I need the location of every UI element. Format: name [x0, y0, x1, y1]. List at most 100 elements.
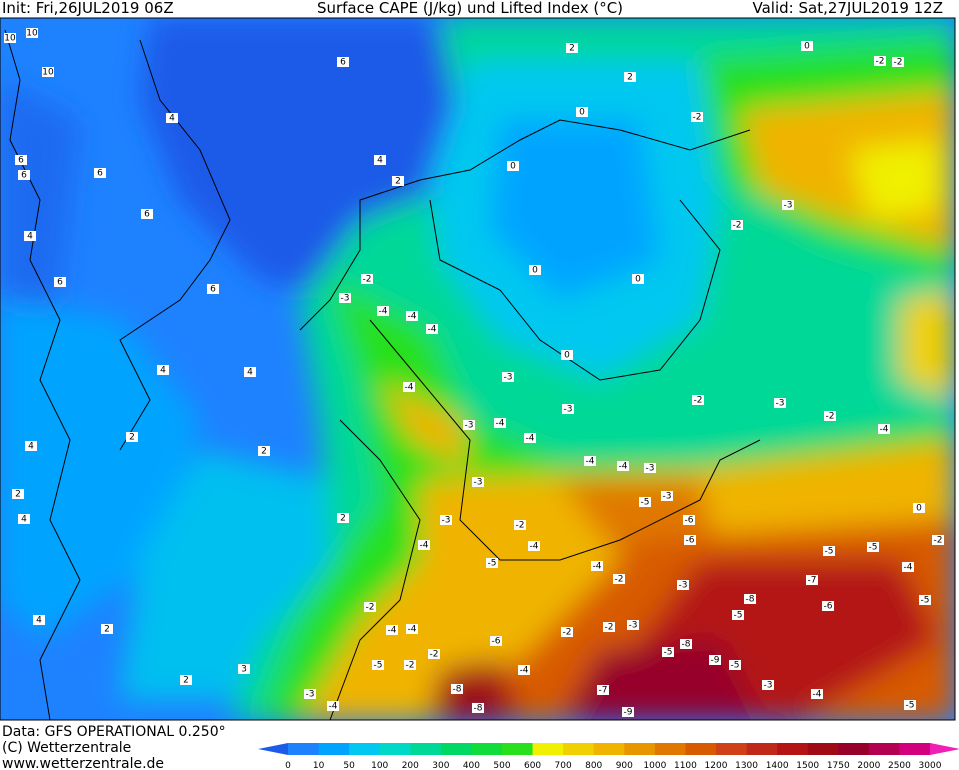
- contour-label-box: [463, 420, 475, 430]
- contour-label: -2: [615, 575, 624, 585]
- contour-label-box: [339, 293, 351, 303]
- contour-label-box: [377, 306, 389, 316]
- contour-label: 2: [183, 676, 189, 686]
- contour-label: 0: [635, 275, 641, 285]
- contour-label-box: [597, 685, 609, 695]
- contour-label-box: [406, 624, 418, 634]
- contour-label: 2: [627, 73, 633, 83]
- contour-label: 6: [340, 58, 346, 68]
- contour-label-box: [54, 277, 66, 287]
- contour-label-box: [258, 446, 270, 456]
- contour-label-box: [472, 703, 484, 713]
- colorbar-label: 2000: [857, 761, 880, 770]
- contour-label: -4: [813, 690, 822, 700]
- colorbar-cell: [685, 743, 717, 755]
- colorbar-label: 1750: [827, 761, 850, 770]
- contour-label-box: [709, 655, 721, 665]
- contour-label: -2: [733, 221, 742, 231]
- contour-label: 6: [144, 210, 150, 220]
- contour-label: -3: [646, 464, 655, 474]
- contour-label: -3: [663, 492, 672, 502]
- contour-label: 0: [532, 266, 538, 276]
- contour-label: -5: [906, 701, 915, 711]
- contour-label: -5: [664, 648, 673, 658]
- contour-label-box: [662, 647, 674, 657]
- contour-label: 10: [4, 34, 16, 44]
- colorbar-label: 100: [371, 761, 388, 770]
- colorbar-label: 300: [432, 761, 449, 770]
- contour-label-box: [472, 477, 484, 487]
- contour-label-box: [744, 594, 756, 604]
- colorbar-cell: [502, 743, 534, 755]
- contour-label: 4: [21, 515, 27, 525]
- colorbar-arrow: [258, 743, 288, 755]
- contour-label: 2: [261, 447, 267, 457]
- contour-label-box: [386, 625, 398, 635]
- colorbar-cell: [440, 743, 472, 755]
- contour-label: 0: [564, 351, 570, 361]
- colorbar: 0 10 50 100 200 300 400 500 600 700 800 900 1000 1100…: [258, 743, 959, 770]
- colorbar-label: 50: [343, 761, 355, 770]
- colorbar-label: 600: [524, 761, 541, 770]
- contour-label-box: [180, 675, 192, 685]
- contour-label: 6: [21, 171, 27, 181]
- contour-label-box: [576, 107, 588, 117]
- contour-label-box: [42, 67, 54, 77]
- colorbar-label: 1400: [766, 761, 789, 770]
- contour-label-box: [729, 660, 741, 670]
- contour-label: -2: [826, 412, 835, 422]
- colorbar-cell: [899, 743, 931, 755]
- contour-label: -6: [685, 516, 694, 526]
- contour-label-box: [762, 680, 774, 690]
- contour-label-box: [624, 72, 636, 82]
- contour-label: -3: [629, 621, 638, 631]
- contour-label-box: [692, 395, 704, 405]
- contour-label: -4: [428, 325, 437, 335]
- contour-label-box: [867, 542, 879, 552]
- contour-label: 2: [15, 490, 21, 500]
- contour-label: -5: [825, 547, 834, 557]
- contour-label-box: [806, 575, 818, 585]
- contour-label-box: [244, 367, 256, 377]
- contour-label: 0: [916, 504, 922, 514]
- contour-label: -4: [520, 666, 529, 676]
- contour-label: -4: [379, 307, 388, 317]
- contour-label: 4: [27, 232, 33, 242]
- contour-label-box: [372, 660, 384, 670]
- contour-label: -7: [599, 686, 608, 696]
- contour-label-box: [207, 284, 219, 294]
- contour-label-box: [33, 615, 45, 625]
- contour-label: -2: [363, 275, 372, 285]
- contour-label: -4: [880, 425, 889, 435]
- contour-label-box: [518, 665, 530, 675]
- colorbar-arrow: [930, 743, 959, 755]
- contour-label-box: [561, 627, 573, 637]
- contour-label-box: [426, 324, 438, 334]
- contour-label: 0: [804, 42, 810, 52]
- data-source: Data: GFS OPERATIONAL 0.250°: [2, 724, 226, 740]
- contour-label-box: [774, 398, 786, 408]
- contour-label: -5: [488, 559, 497, 569]
- contour-label-box: [392, 176, 404, 186]
- colorbar-cell: [410, 743, 442, 755]
- colorbar-cell: [288, 743, 320, 755]
- colorbar-label: 700: [555, 761, 572, 770]
- contour-label-box: [904, 700, 916, 710]
- valid-time: Valid: Sat,27JUL2019 12Z: [753, 0, 943, 17]
- colorbar-label: 2500: [888, 761, 911, 770]
- colorbar-label: 1200: [705, 761, 728, 770]
- contour-label-box: [617, 461, 629, 471]
- website: www.wetterzentrale.de: [2, 756, 164, 770]
- colorbar-cell: [349, 743, 381, 755]
- contour-label: -8: [474, 704, 483, 714]
- contour-label: -4: [586, 457, 595, 467]
- contour-label-box: [919, 595, 931, 605]
- contour-label: -3: [776, 399, 785, 409]
- contour-label: -2: [516, 521, 525, 531]
- contour-label-box: [24, 231, 36, 241]
- copyright: (C) Wetterzentrale: [2, 740, 131, 756]
- contour-label-box: [632, 274, 644, 284]
- contour-label: 2: [395, 177, 401, 187]
- contour-label-box: [913, 503, 925, 513]
